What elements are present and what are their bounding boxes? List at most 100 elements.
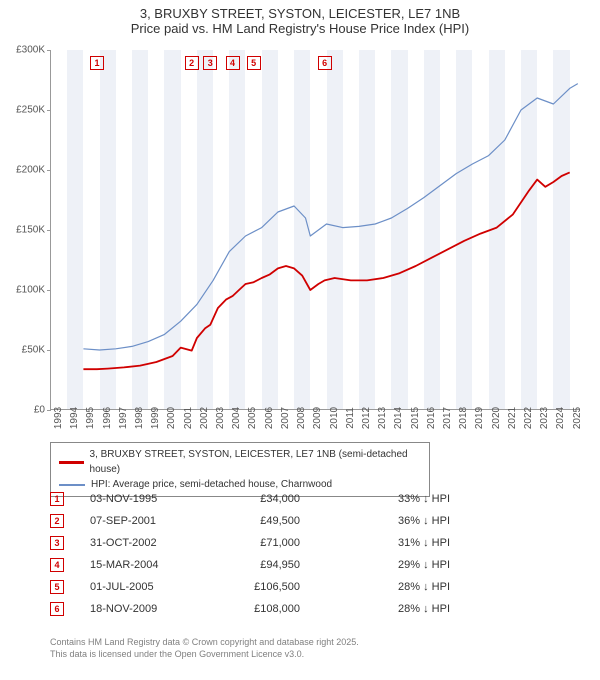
y-tick (47, 410, 51, 411)
x-axis-label: 1993 (53, 407, 64, 429)
x-axis-label: 2025 (572, 407, 583, 429)
sales-cell-num: 4 (50, 558, 90, 572)
sales-cell-num: 2 (50, 514, 90, 528)
x-axis-label: 2000 (166, 407, 177, 429)
x-axis-label: 2013 (377, 407, 388, 429)
sales-cell-price: £94,950 (230, 559, 340, 571)
sales-row: 5 01-JUL-2005£106,50028% ↓ HPI (50, 576, 550, 598)
sales-cell-price: £49,500 (230, 515, 340, 527)
x-axis-label: 1994 (69, 407, 80, 429)
chart-area: 123456 £0£50K£100K£150K£200K£250K£300K19… (50, 50, 580, 410)
x-axis-label: 2003 (215, 407, 226, 429)
sales-cell-price: £106,500 (230, 581, 340, 593)
sales-row: 1 03-NOV-1995£34,00033% ↓ HPI (50, 488, 550, 510)
x-axis-label: 2009 (312, 407, 323, 429)
sales-row: 6 18-NOV-2009£108,00028% ↓ HPI (50, 598, 550, 620)
y-axis-label: £150K (16, 225, 45, 236)
y-axis-label: £200K (16, 165, 45, 176)
x-axis-label: 2012 (361, 407, 372, 429)
legend-row: 3, BRUXBY STREET, SYSTON, LEICESTER, LE7… (59, 447, 421, 477)
sales-cell-num: 3 (50, 536, 90, 550)
sales-cell-pct: 36% ↓ HPI (340, 515, 450, 527)
x-axis-label: 2004 (231, 407, 242, 429)
y-axis-label: £0 (34, 405, 45, 416)
sale-marker-5: 5 (247, 56, 261, 70)
x-axis-label: 2010 (329, 407, 340, 429)
title-line2: Price paid vs. HM Land Registry's House … (10, 21, 590, 36)
sale-box-icon: 2 (50, 514, 64, 528)
x-axis-label: 2017 (442, 407, 453, 429)
y-axis-label: £250K (16, 105, 45, 116)
x-axis-label: 2023 (539, 407, 550, 429)
sale-marker-3: 3 (203, 56, 217, 70)
series-price-paid (83, 172, 569, 369)
x-axis-label: 2008 (296, 407, 307, 429)
x-axis-label: 2022 (523, 407, 534, 429)
footer-line1: Contains HM Land Registry data © Crown c… (50, 636, 580, 648)
sales-cell-num: 6 (50, 602, 90, 616)
x-axis-label: 2005 (247, 407, 258, 429)
footer-line2: This data is licensed under the Open Gov… (50, 648, 580, 660)
x-axis-label: 2024 (555, 407, 566, 429)
sales-cell-price: £34,000 (230, 493, 340, 505)
sale-marker-2: 2 (185, 56, 199, 70)
series-hpi (83, 84, 577, 350)
chart-container: 3, BRUXBY STREET, SYSTON, LEICESTER, LE7… (0, 0, 600, 680)
sale-marker-6: 6 (318, 56, 332, 70)
x-axis-label: 2015 (410, 407, 421, 429)
x-axis-label: 2007 (280, 407, 291, 429)
sales-cell-date: 01-JUL-2005 (90, 581, 230, 593)
sales-cell-price: £108,000 (230, 603, 340, 615)
sale-box-icon: 5 (50, 580, 64, 594)
sales-cell-num: 5 (50, 580, 90, 594)
sales-cell-date: 03-NOV-1995 (90, 493, 230, 505)
sales-cell-pct: 28% ↓ HPI (340, 603, 450, 615)
sale-marker-1: 1 (90, 56, 104, 70)
y-axis-label: £50K (22, 345, 45, 356)
x-axis-label: 1997 (118, 407, 129, 429)
title-line1: 3, BRUXBY STREET, SYSTON, LEICESTER, LE7… (10, 6, 590, 21)
sale-box-icon: 6 (50, 602, 64, 616)
sales-cell-date: 18-NOV-2009 (90, 603, 230, 615)
sales-cell-date: 15-MAR-2004 (90, 559, 230, 571)
sales-cell-price: £71,000 (230, 537, 340, 549)
legend-swatch (59, 461, 84, 464)
plot-region: 1 2345 6 (50, 50, 580, 410)
x-axis-label: 2006 (264, 407, 275, 429)
x-axis-label: 1995 (85, 407, 96, 429)
sales-cell-pct: 28% ↓ HPI (340, 581, 450, 593)
x-axis-label: 2021 (507, 407, 518, 429)
sales-row: 4 15-MAR-2004£94,95029% ↓ HPI (50, 554, 550, 576)
title-block: 3, BRUXBY STREET, SYSTON, LEICESTER, LE7… (0, 0, 600, 38)
x-axis-label: 1999 (150, 407, 161, 429)
x-axis-label: 2019 (474, 407, 485, 429)
sale-marker-4: 4 (226, 56, 240, 70)
sales-row: 2 07-SEP-2001£49,50036% ↓ HPI (50, 510, 550, 532)
sales-cell-pct: 31% ↓ HPI (340, 537, 450, 549)
sale-box-icon: 1 (50, 492, 64, 506)
sale-box-icon: 4 (50, 558, 64, 572)
x-axis-label: 2014 (393, 407, 404, 429)
sales-cell-num: 1 (50, 492, 90, 506)
line-chart-svg (51, 50, 581, 410)
x-axis-label: 1998 (134, 407, 145, 429)
sales-cell-date: 07-SEP-2001 (90, 515, 230, 527)
footer: Contains HM Land Registry data © Crown c… (50, 636, 580, 660)
y-axis-label: £300K (16, 45, 45, 56)
sales-table: 1 03-NOV-1995£34,00033% ↓ HPI 2 07-SEP-2001… (50, 488, 550, 620)
x-axis-label: 2002 (199, 407, 210, 429)
x-axis-label: 2016 (426, 407, 437, 429)
x-axis-label: 2001 (183, 407, 194, 429)
x-axis-label: 2011 (345, 407, 356, 429)
legend-label: 3, BRUXBY STREET, SYSTON, LEICESTER, LE7… (90, 447, 421, 477)
sale-box-icon: 3 (50, 536, 64, 550)
legend-swatch (59, 484, 85, 486)
sales-cell-pct: 33% ↓ HPI (340, 493, 450, 505)
sales-cell-pct: 29% ↓ HPI (340, 559, 450, 571)
x-axis-label: 1996 (102, 407, 113, 429)
sales-row: 3 31-OCT-2002£71,00031% ↓ HPI (50, 532, 550, 554)
x-axis-label: 2020 (491, 407, 502, 429)
x-axis-label: 2018 (458, 407, 469, 429)
sales-cell-date: 31-OCT-2002 (90, 537, 230, 549)
y-axis-label: £100K (16, 285, 45, 296)
